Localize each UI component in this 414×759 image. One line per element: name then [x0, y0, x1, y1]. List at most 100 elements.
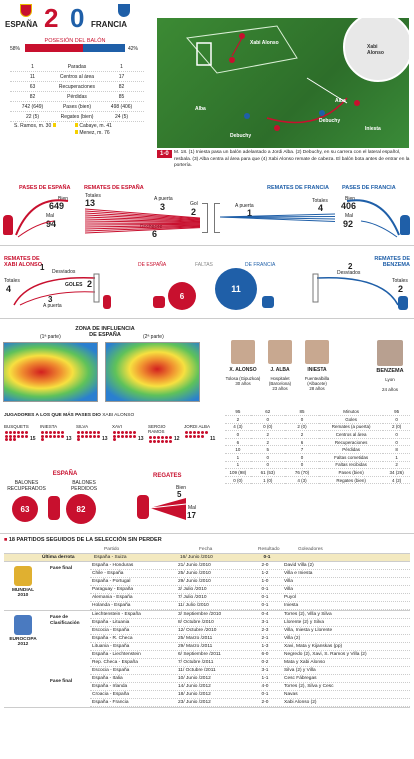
table-row: 1 0 0 Faltas recibidas 2	[225, 461, 410, 470]
play-minute: 1-0	[157, 150, 172, 158]
pass-dot	[4, 434, 8, 438]
benzema-card-age: 24 años	[381, 387, 398, 392]
shots-es-apuerta-label: A puerta	[154, 196, 173, 202]
stat-row: 1 Paradas 1	[10, 62, 144, 72]
scorers: Torres (2), Silva y Cesc	[284, 684, 334, 689]
xabi-totales: 4	[6, 284, 12, 294]
regates-title: REGATES	[153, 473, 182, 479]
play-description: M. 18. (1) Iniesta pasa un balón adelant…	[174, 150, 410, 168]
spain-crest-icon	[20, 4, 32, 17]
fouls-away: 11	[231, 284, 241, 294]
stat-row: 22 (5) Regates (bien) 24 (5)	[10, 112, 144, 122]
pass-dot	[92, 431, 96, 434]
match: Croacia - España	[92, 692, 130, 697]
play-diagram	[186, 25, 360, 131]
date: 29/ Marzo /2011	[178, 644, 213, 649]
pass-dot	[48, 431, 52, 434]
table-row: 95 62 85 Minutos 95	[225, 408, 410, 417]
play-label-3: Debuchy	[230, 133, 252, 139]
pass-dot	[20, 431, 24, 434]
avatar	[305, 340, 329, 364]
scorers: David Villa (2)	[284, 563, 314, 568]
passmate: SERGIO RAMOS 12	[148, 424, 183, 443]
table-row: 0 2 2 Centros al área 0	[225, 430, 410, 439]
table-row: Escocia - España 12/ Octubre /2010 2-3 Vill…	[90, 627, 410, 635]
play-label-5: Iniesta	[365, 126, 381, 132]
pass-dot	[112, 434, 116, 438]
scorers: Llorente (2) y Silva	[284, 620, 324, 625]
table-row: 0 (0) 1 (0) 4 (3) Regates (bien) 4 (2)	[225, 476, 410, 485]
passmate-name: SILVA	[76, 424, 89, 429]
pass-dot	[84, 431, 88, 434]
shot-es-line	[85, 226, 201, 232]
passmate-dots	[4, 431, 28, 441]
date: 7/ Julio /2010	[178, 595, 207, 600]
col-partido: Partido	[104, 547, 120, 552]
pass-dot	[20, 434, 24, 438]
passmate: SILVA 13	[76, 424, 111, 442]
heatmap-first-half	[3, 342, 98, 402]
passmate: BUSQUETS 15	[4, 424, 39, 442]
pass-dot	[116, 434, 120, 438]
regates-wedge	[150, 498, 187, 520]
date: 25/ Junio /2010	[178, 571, 211, 576]
passes-es-mal-label: Mal	[46, 213, 55, 219]
player-silhouette-icon	[137, 495, 149, 519]
match: España - Liechtenstein	[92, 652, 141, 657]
pass-dot	[88, 434, 92, 438]
date: 3/ Julio /2010	[178, 587, 207, 592]
possession-home: 58%	[10, 46, 21, 52]
passmate-name: JORDI ALBA	[184, 424, 211, 429]
pass-dot	[88, 431, 92, 434]
player-silhouette-icon	[48, 496, 60, 520]
ptable-cell-d: 8	[383, 445, 410, 455]
pass-dot	[128, 431, 132, 434]
date: 6/ Septiembre /2011	[178, 652, 221, 657]
match: Rep. Checa - España	[92, 660, 138, 665]
ptable-cell-label: Pases (bien)	[319, 468, 384, 477]
match: Paraguay - España	[92, 587, 134, 592]
xabi-goles: 2	[87, 279, 93, 289]
stat-home: 22 (5)	[25, 113, 40, 120]
match: Alemania - España	[92, 595, 133, 600]
balones-rec: 63	[20, 504, 30, 514]
result: 0-1	[261, 595, 269, 600]
pass-dot	[204, 431, 208, 434]
stat-label: Pérdidas	[67, 93, 87, 100]
avatar	[268, 340, 292, 364]
pass-dot	[8, 438, 12, 441]
passmates-subject: XABI ALONSO	[102, 413, 135, 418]
pass-dot	[152, 436, 156, 439]
passes-fr-arc	[346, 199, 400, 238]
benzema-card-club: Lyon	[385, 377, 395, 382]
pass-dot	[16, 434, 20, 438]
possession-title: POSESIÓN DEL BALÓN	[44, 38, 106, 44]
xabi-title-1: REMATES DE	[4, 256, 40, 262]
passmate-value: 13	[138, 436, 144, 442]
shot-es-line	[85, 218, 201, 223]
ptable-cell-a: 4 (3)	[225, 423, 251, 432]
ptable-cell-d: 4 (2)	[383, 476, 410, 485]
shots-fr-apuerta: 1	[247, 208, 253, 218]
scorers: Villa, Iniesta y Llorente	[284, 628, 333, 633]
date: 16/ Junio /2010	[180, 555, 213, 560]
streak-table: Partido Fecha Resultado Goleadores Última de…	[4, 546, 410, 708]
ptable-cell-a: 6	[225, 438, 251, 447]
stats-table: 1 Paradas 1 11 Centros al área 17 63 Recuperaci…	[10, 62, 144, 122]
table-row: 6 2 6 Recuperaciones 0	[225, 438, 410, 447]
table-row: 10 5 7 Pérdidas 8	[225, 445, 410, 455]
pass-dot	[120, 431, 124, 434]
passes-es-bien: 649	[49, 201, 65, 211]
match: Lituania - España	[92, 644, 130, 649]
pass-dot	[8, 434, 12, 438]
pass-dot	[4, 438, 8, 441]
pass-dot	[48, 434, 52, 438]
fouls-right-label: DE FRANCIA	[245, 262, 276, 268]
table-row: Croacia - España 18/ Junio /2012 0-1 Navas	[90, 691, 410, 699]
passmate-dots	[148, 436, 172, 443]
stat-away: 85	[118, 93, 125, 100]
balones-per-circle: 82	[66, 494, 96, 524]
date: 14/ Junio /2012	[178, 684, 211, 689]
stat-away: 1	[120, 63, 123, 70]
scorers: Cesc Fábregas	[284, 676, 317, 681]
